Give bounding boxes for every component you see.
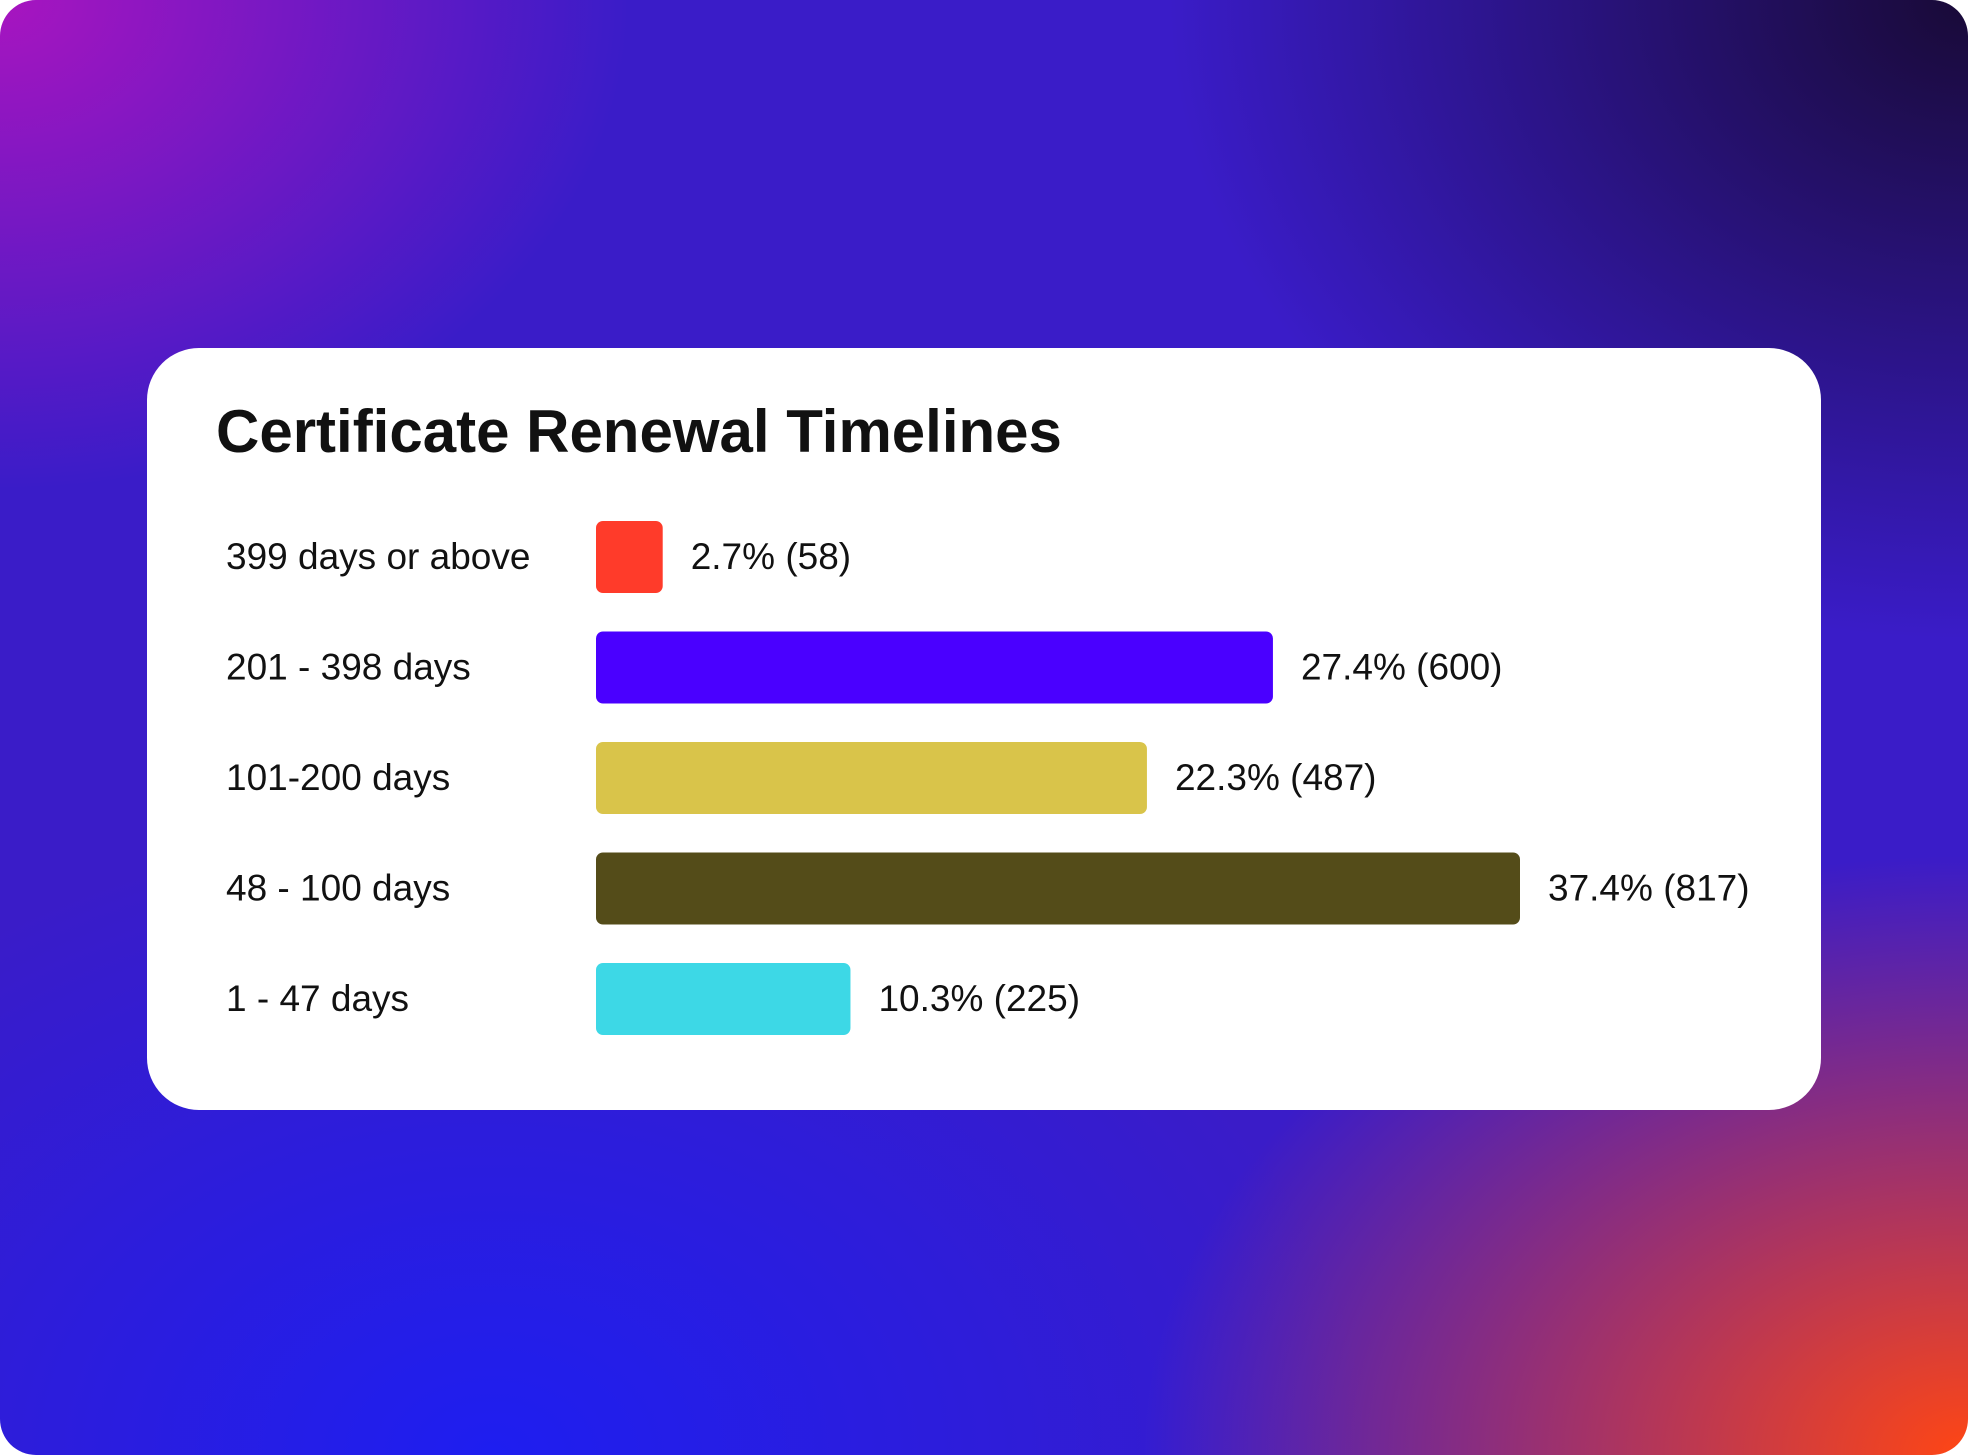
category-label: 101-200 days [226,757,450,798]
bar [596,742,1147,814]
chart-title: Certificate Renewal Timelines [216,398,1062,465]
value-label: 2.7% (58) [691,536,851,577]
value-label: 22.3% (487) [1175,757,1377,798]
bar [596,852,1520,925]
value-label: 10.3% (225) [878,978,1080,1019]
bar [596,521,663,593]
category-label: 48 - 100 days [226,867,450,908]
bar [596,963,851,1035]
value-label: 27.4% (600) [1301,646,1503,687]
category-label: 1 - 47 days [226,978,409,1019]
value-label: 37.4% (817) [1548,867,1750,908]
category-label: 399 days or above [226,536,530,577]
bar [596,631,1273,704]
category-label: 201 - 398 days [226,646,471,687]
